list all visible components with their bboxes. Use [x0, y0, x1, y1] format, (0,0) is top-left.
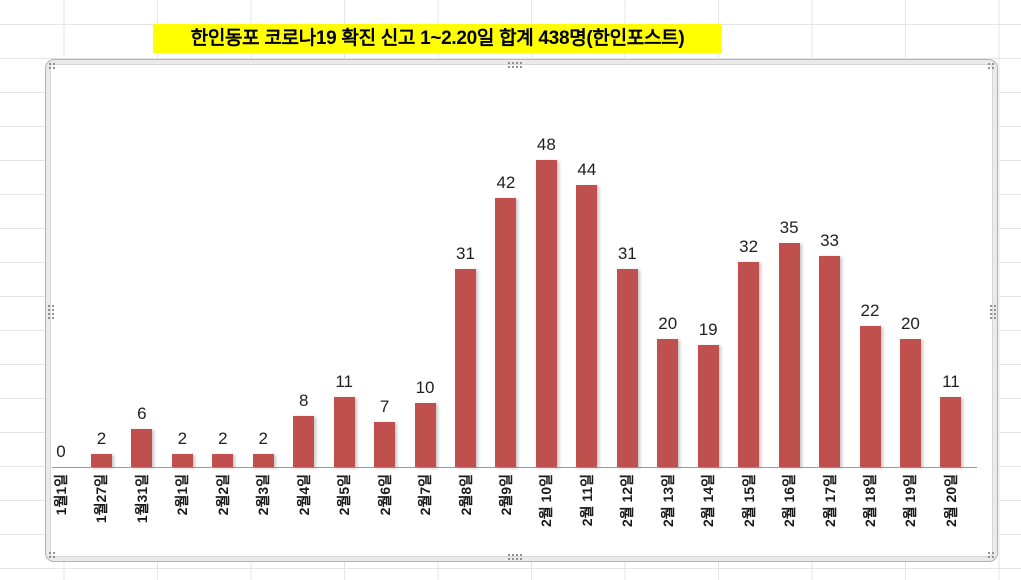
bar-value-label: 7 — [379, 397, 390, 417]
bar-value-label: 20 — [900, 314, 920, 333]
bar[interactable] — [455, 268, 476, 467]
x-axis-label: 2월 11일 — [578, 474, 595, 527]
x-axis-label: 2월 19일 — [902, 474, 919, 528]
bar-value-label: 8 — [298, 390, 309, 410]
x-axis-label: 1월27일 — [93, 474, 110, 524]
x-axis-label: 2월4일 — [295, 474, 312, 516]
resize-handle-top-center[interactable] — [507, 61, 522, 68]
resize-handle-middle-right[interactable] — [989, 304, 996, 319]
x-axis-label: 2월 10일 — [538, 474, 555, 528]
x-axis-label: 2월 14일 — [700, 474, 717, 528]
bar-value-label: 22 — [860, 301, 880, 321]
x-axis-label: 2월6일 — [376, 474, 393, 516]
bar[interactable] — [859, 326, 881, 467]
bar[interactable] — [697, 345, 719, 467]
bar-value-label: 20 — [658, 314, 678, 333]
bar-value-label: 2 — [218, 429, 228, 449]
bar-value-label: 35 — [779, 218, 799, 237]
x-axis-label: 2월5일 — [336, 474, 353, 516]
x-axis-label: 2월7일 — [417, 474, 434, 516]
x-axis-label: 2월2일 — [214, 474, 231, 516]
resize-handle-bottom-left[interactable] — [48, 551, 56, 559]
bar[interactable] — [819, 255, 841, 467]
bar[interactable] — [535, 159, 557, 467]
bar-value-label: 10 — [415, 378, 435, 397]
bar[interactable] — [657, 339, 679, 467]
x-axis-line — [52, 467, 977, 468]
bar[interactable] — [293, 415, 315, 467]
bar[interactable] — [495, 198, 517, 467]
x-axis-label: 2월 17일 — [821, 474, 838, 528]
chart-object[interactable]: 0 2 6 2 2 2 8 11 7 10 31 42 48 44 31 20 19 32 35 33 22 20 11 1… — [45, 59, 998, 562]
bar[interactable] — [131, 428, 153, 467]
x-axis-label: 2월8일 — [457, 474, 474, 516]
bar-value-label: 42 — [496, 173, 516, 193]
bar-value-label: 19 — [698, 320, 718, 340]
bar[interactable] — [414, 403, 436, 467]
x-axis-label: 2월 12일 — [619, 474, 636, 528]
bar-value-label: 32 — [739, 237, 759, 257]
bar-value-label: 33 — [820, 230, 839, 250]
bar-value-label: 2 — [258, 429, 268, 449]
bar-value-label: 2 — [177, 429, 188, 449]
bar[interactable] — [171, 454, 193, 467]
x-axis-label: 2월 18일 — [862, 474, 878, 528]
bar-value-label: 31 — [617, 243, 637, 263]
bar-value-label: 0 — [56, 442, 66, 461]
bar[interactable] — [212, 454, 234, 467]
bar[interactable] — [738, 262, 760, 467]
resize-handle-bottom-center[interactable] — [507, 553, 522, 560]
bar-value-label: 11 — [942, 371, 960, 391]
x-axis-label: 2월 13일 — [659, 474, 676, 528]
resize-handle-top-left[interactable] — [48, 62, 56, 70]
bar[interactable] — [576, 185, 598, 467]
bar[interactable] — [616, 268, 638, 467]
x-axis-label: 2월 16일 — [781, 474, 798, 528]
bar-value-label: 44 — [577, 160, 597, 180]
bar[interactable] — [899, 339, 921, 467]
x-axis-label: 2월 20일 — [942, 474, 959, 528]
x-axis-label: 1월31일 — [133, 474, 150, 524]
bar-value-label: 11 — [335, 371, 353, 391]
resize-handle-top-right[interactable] — [987, 62, 995, 70]
bar[interactable] — [252, 454, 274, 467]
bar-value-label: 2 — [96, 429, 107, 449]
bar[interactable] — [90, 454, 112, 467]
bar[interactable] — [940, 396, 962, 467]
x-axis-label: 2월1일 — [174, 474, 191, 516]
x-axis-label: 2월 15일 — [740, 474, 757, 528]
chart-title[interactable]: 한인동포 코로나19 확진 신고 1~2.20일 합계 438명(한인포스트) — [153, 24, 722, 53]
resize-handle-middle-left[interactable] — [47, 304, 54, 319]
bar-value-label: 31 — [456, 243, 475, 263]
bar-value-label: 48 — [536, 134, 556, 154]
bar[interactable] — [333, 396, 355, 467]
x-axis-label: 1월1일 — [53, 474, 69, 516]
bar[interactable] — [374, 422, 396, 467]
resize-handle-bottom-right[interactable] — [987, 551, 995, 559]
x-axis-label: 2월3일 — [255, 474, 272, 516]
bar-value-label: 6 — [137, 403, 147, 423]
bar[interactable] — [778, 243, 800, 467]
